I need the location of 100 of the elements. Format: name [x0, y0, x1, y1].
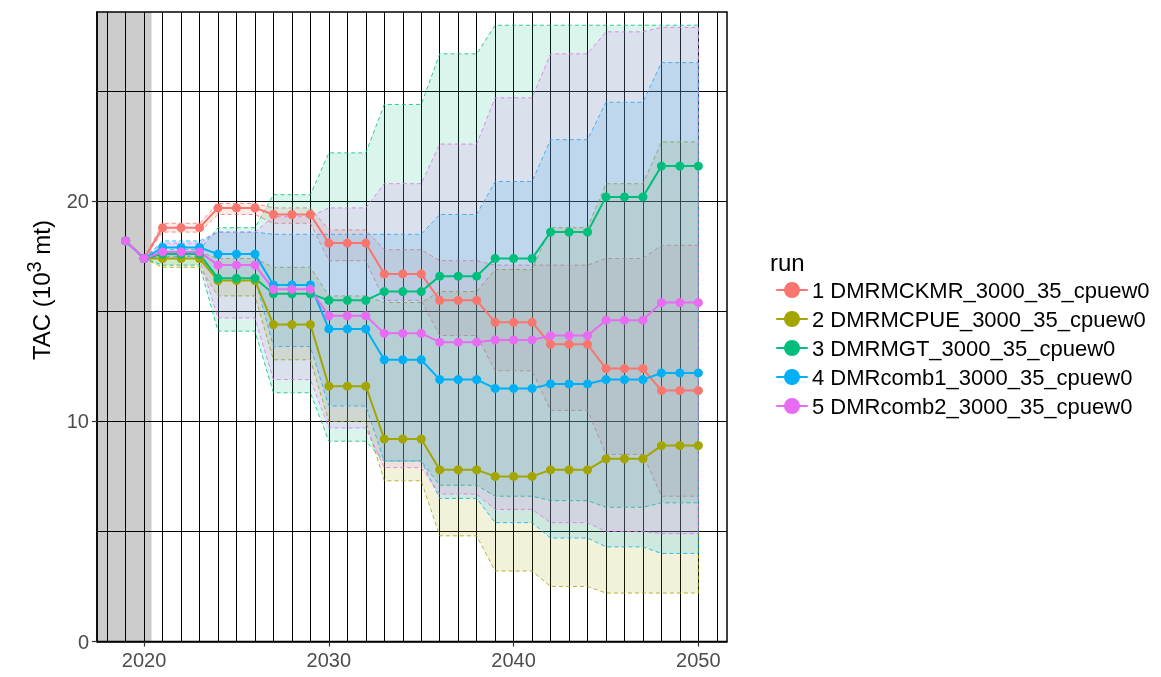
point	[398, 287, 408, 297]
point	[416, 355, 426, 365]
point	[472, 271, 482, 281]
point	[619, 192, 629, 202]
point	[564, 379, 574, 389]
point	[453, 375, 463, 385]
point	[472, 465, 482, 475]
point	[379, 355, 389, 365]
point	[305, 320, 315, 330]
point	[398, 355, 408, 365]
legend-label: 5 DMRcomb2_3000_35_cpuew0	[812, 393, 1133, 419]
point	[583, 465, 593, 475]
point	[453, 295, 463, 305]
point	[398, 328, 408, 338]
point	[656, 368, 666, 378]
point	[342, 324, 352, 334]
point	[342, 295, 352, 305]
point	[675, 161, 685, 171]
point	[176, 223, 186, 233]
x-tick-label: 2040	[491, 648, 536, 671]
point	[268, 320, 278, 330]
point	[416, 328, 426, 338]
point	[213, 203, 223, 213]
point	[490, 317, 500, 327]
point	[693, 386, 703, 396]
point	[509, 254, 519, 264]
point	[435, 271, 445, 281]
point	[472, 337, 482, 347]
point	[693, 161, 703, 171]
point	[693, 368, 703, 378]
point	[361, 295, 371, 305]
point	[268, 284, 278, 294]
point	[305, 284, 315, 294]
point	[453, 465, 463, 475]
point	[693, 441, 703, 451]
point	[656, 386, 666, 396]
point	[583, 379, 593, 389]
legend-label: 2 DMRMCPUE_3000_35_cpuew0	[812, 306, 1146, 332]
point	[527, 335, 537, 345]
point	[287, 320, 297, 330]
point	[435, 337, 445, 347]
point	[638, 364, 648, 374]
point	[656, 441, 666, 451]
point	[361, 324, 371, 334]
x-tick-label: 2020	[121, 648, 167, 671]
x-tick-label: 2050	[676, 648, 721, 671]
point	[564, 227, 574, 237]
y-tick-label: 0	[77, 630, 89, 653]
point	[601, 192, 611, 202]
point	[361, 311, 371, 321]
point	[583, 227, 593, 237]
point	[453, 337, 463, 347]
legend-label: 4 DMRcomb1_3000_35_cpuew0	[812, 364, 1133, 390]
legend-label: 1 DMRMCKMR_3000_35_cpuew0	[812, 277, 1150, 303]
point	[232, 249, 241, 259]
point	[638, 454, 648, 464]
point	[268, 210, 278, 219]
legend-label: 3 DMRMGT_3000_35_cpuew0	[812, 335, 1116, 361]
point	[232, 260, 241, 270]
point	[546, 227, 556, 237]
point	[546, 465, 556, 475]
point	[619, 454, 629, 464]
point	[619, 364, 629, 374]
point	[527, 471, 537, 481]
point	[583, 339, 593, 349]
y-tick-label: 20	[66, 190, 89, 213]
point	[693, 298, 703, 308]
point	[490, 335, 500, 345]
point	[619, 375, 629, 385]
point	[379, 434, 389, 444]
point	[472, 375, 482, 385]
point	[527, 317, 537, 327]
point	[546, 379, 556, 389]
point	[638, 375, 648, 385]
legend-title: run	[770, 248, 805, 276]
point	[287, 210, 297, 219]
y-tick-label: 10	[66, 410, 89, 433]
point	[564, 339, 574, 349]
point	[509, 317, 519, 327]
point	[379, 287, 389, 297]
point	[379, 328, 389, 338]
point	[675, 298, 685, 308]
point	[601, 364, 611, 374]
point	[287, 284, 297, 294]
point	[564, 331, 574, 341]
point	[638, 192, 648, 202]
point	[416, 269, 426, 279]
point	[250, 203, 260, 213]
point	[324, 295, 334, 305]
point	[453, 271, 463, 281]
point	[546, 331, 556, 341]
point	[213, 249, 223, 259]
point	[490, 254, 500, 264]
point	[472, 295, 482, 305]
point	[601, 375, 611, 385]
point	[232, 203, 241, 213]
point	[158, 223, 168, 233]
point	[656, 161, 666, 171]
point	[675, 386, 685, 396]
point	[398, 434, 408, 444]
